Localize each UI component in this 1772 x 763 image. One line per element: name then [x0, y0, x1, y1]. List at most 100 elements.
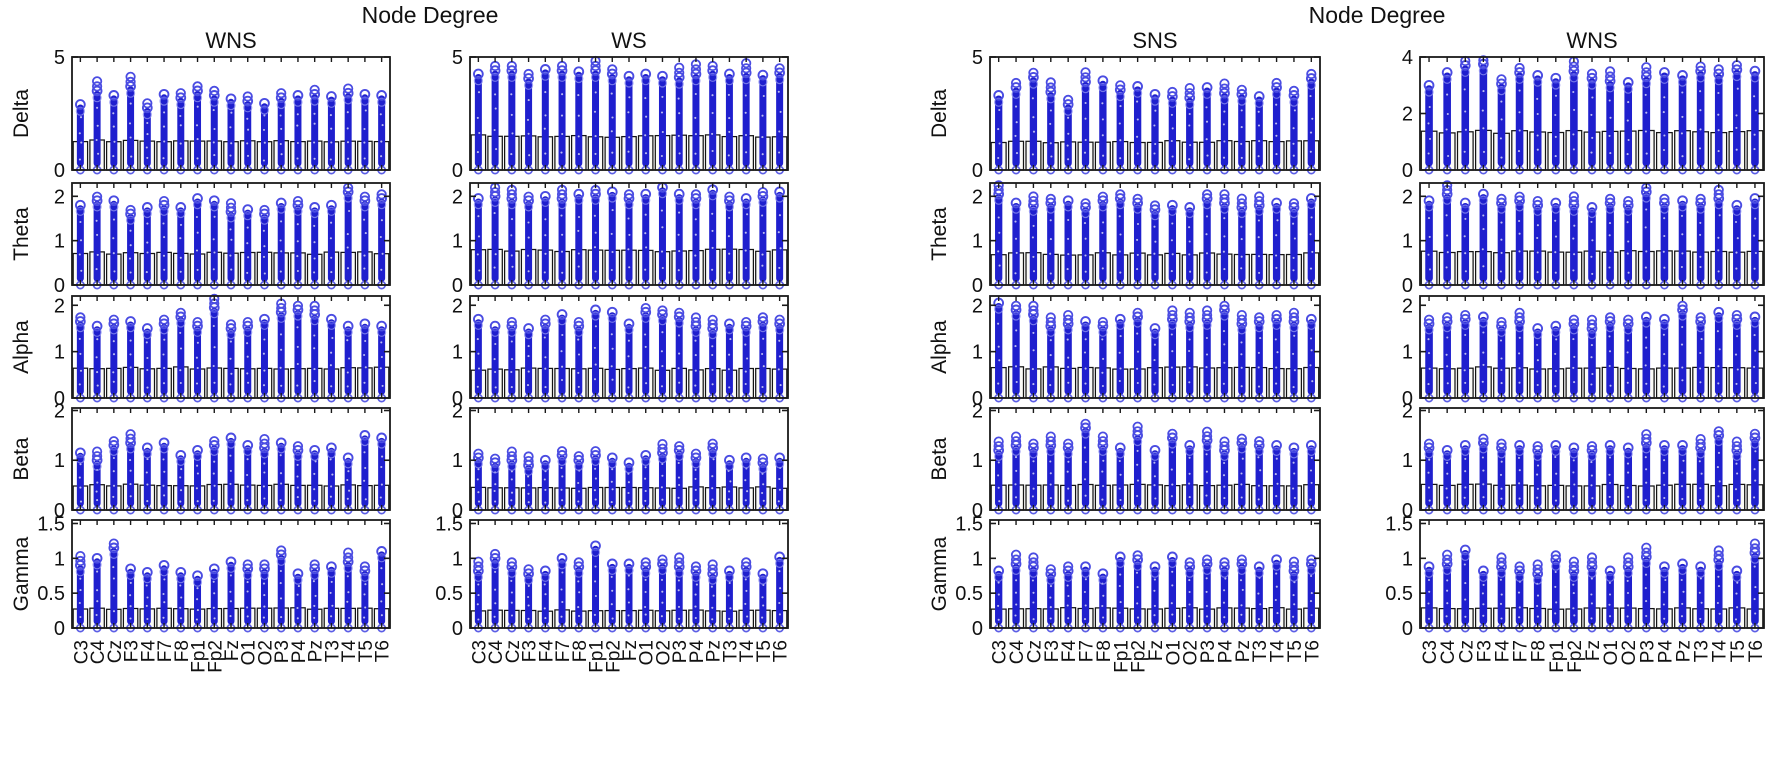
y-tick-label: 0 — [972, 500, 983, 522]
channel-label: Fp1 — [1547, 640, 1568, 673]
channel-label: Cz — [503, 640, 524, 663]
y-tick-label: 5 — [54, 47, 65, 69]
channel-label: F7 — [553, 640, 574, 662]
channel-label: O1 — [637, 640, 658, 665]
y-tick-label: 0 — [1402, 618, 1413, 640]
band-label: Alpha — [10, 320, 33, 374]
y-tick-label: 0 — [452, 275, 463, 297]
channel-label: T5 — [1285, 640, 1306, 662]
channel-label: T6 — [771, 640, 792, 662]
y-tick-label: 0.5 — [435, 583, 463, 605]
channel-label: Fz — [222, 640, 243, 661]
channel-label: F4 — [1059, 640, 1080, 663]
channel-label: F7 — [1511, 640, 1532, 662]
y-tick-label: 1 — [1402, 450, 1413, 472]
y-tick-label: 5 — [972, 47, 983, 69]
channel-label: P3 — [670, 640, 691, 663]
channel-label: Pz — [1233, 640, 1254, 662]
subplot-wns-theta-3: 0 1 2 — [1402, 180, 1765, 297]
y-tick-label: 0 — [972, 160, 983, 182]
y-tick-label: 0 — [972, 275, 983, 297]
channel-label: P4 — [1216, 640, 1237, 664]
y-tick-label: 2 — [54, 401, 65, 423]
channel-label: P3 — [1198, 640, 1219, 663]
y-tick-label: 2 — [972, 186, 983, 208]
subplot-sns-alpha-2: 0 1 2 Alpha — [928, 295, 1321, 410]
channel-label: O1 — [1163, 640, 1184, 665]
channel-label: Pz — [306, 640, 327, 662]
column-title-wns-left: WNS — [205, 28, 257, 53]
y-tick-label: 1 — [452, 450, 463, 472]
channel-label: T3 — [1692, 640, 1713, 662]
column-title-sns: SNS — [1132, 28, 1178, 53]
y-tick-label: 1 — [54, 548, 65, 570]
channel-label: Fp2 — [1565, 640, 1586, 673]
channel-label: F7 — [1077, 640, 1098, 662]
channel-label: Fz — [620, 640, 641, 661]
column-title-wns-right: WNS — [1566, 28, 1618, 53]
y-tick-label: 1 — [972, 548, 983, 570]
y-tick-label: 1 — [972, 342, 983, 364]
channel-label: F4 — [138, 640, 159, 663]
band-label: Gamma — [928, 536, 951, 611]
figure-title-left: Node Degree — [361, 2, 499, 28]
y-tick-label: 2 — [1402, 295, 1413, 317]
y-tick-label: 5 — [452, 47, 463, 69]
y-tick-label: 2 — [972, 295, 983, 317]
channel-label: Fp2 — [603, 640, 624, 673]
column-title-ws: WS — [611, 28, 647, 53]
channel-label: Fp1 — [189, 640, 210, 673]
channel-label: Cz — [1456, 640, 1477, 663]
subplot-wns-delta-0: 0 5 Delta — [10, 47, 391, 182]
channel-label: P4 — [687, 640, 708, 664]
y-tick-label: 2 — [54, 186, 65, 208]
band-label: Delta — [10, 89, 33, 138]
y-tick-label: 0.5 — [1385, 583, 1413, 605]
y-tick-label: 0 — [972, 388, 983, 410]
channel-label: F4 — [536, 640, 557, 663]
channel-label: Fz — [1146, 640, 1167, 661]
y-tick-label: 0 — [1402, 500, 1413, 522]
y-tick-label: 1 — [54, 231, 65, 253]
y-tick-label: 2 — [452, 186, 463, 208]
y-tick-label: 0 — [54, 160, 65, 182]
y-tick-label: 1 — [1402, 342, 1413, 364]
channel-label: Pz — [1674, 640, 1695, 662]
channel-label: T6 — [373, 640, 394, 662]
channel-label: O1 — [239, 640, 260, 665]
subplot-sns-delta-2: 0 5 Delta — [928, 47, 1321, 182]
channel-label: F8 — [172, 640, 193, 662]
channel-label: T5 — [1728, 640, 1749, 662]
subplot-wns-alpha-3: 0 1 2 — [1402, 295, 1765, 410]
subplot-wns-theta-0: 0 1 2 Theta — [10, 182, 391, 297]
y-tick-label: 1 — [1402, 231, 1413, 253]
channel-label: Fp2 — [1129, 640, 1150, 673]
band-label: Theta — [928, 207, 951, 261]
band-label: Gamma — [10, 536, 33, 611]
y-tick-label: 0 — [54, 388, 65, 410]
subplot-wns-alpha-0: 0 1 2 Alpha — [10, 293, 391, 410]
channel-label: Fp1 — [587, 640, 608, 673]
channel-label: O2 — [1181, 640, 1202, 665]
figure-title-right: Node Degree — [1308, 2, 1446, 28]
y-tick-label: 0 — [452, 618, 463, 640]
channel-label: Fz — [1583, 640, 1604, 661]
channel-label: T4 — [737, 640, 758, 663]
subplot-wns-delta-3: 0 2 4 — [1402, 47, 1765, 182]
y-tick-label: 0 — [452, 500, 463, 522]
subplot-ws-beta-1: 0 1 2 — [452, 401, 789, 522]
y-tick-label: 2 — [452, 295, 463, 317]
channel-label: F7 — [155, 640, 176, 662]
y-tick-label: 1 — [1402, 548, 1413, 570]
band-label: Beta — [10, 437, 33, 481]
channel-label: T6 — [1746, 640, 1767, 662]
channel-label: O2 — [654, 640, 675, 665]
y-tick-label: 2 — [452, 401, 463, 423]
channel-label: P4 — [1655, 640, 1676, 664]
subplot-wns-beta-0: 0 1 2 Beta — [10, 401, 391, 522]
channel-label: T3 — [322, 640, 343, 662]
channel-label: T5 — [356, 640, 377, 662]
y-tick-label: 0 — [452, 388, 463, 410]
channel-label: C3 — [1420, 640, 1441, 664]
